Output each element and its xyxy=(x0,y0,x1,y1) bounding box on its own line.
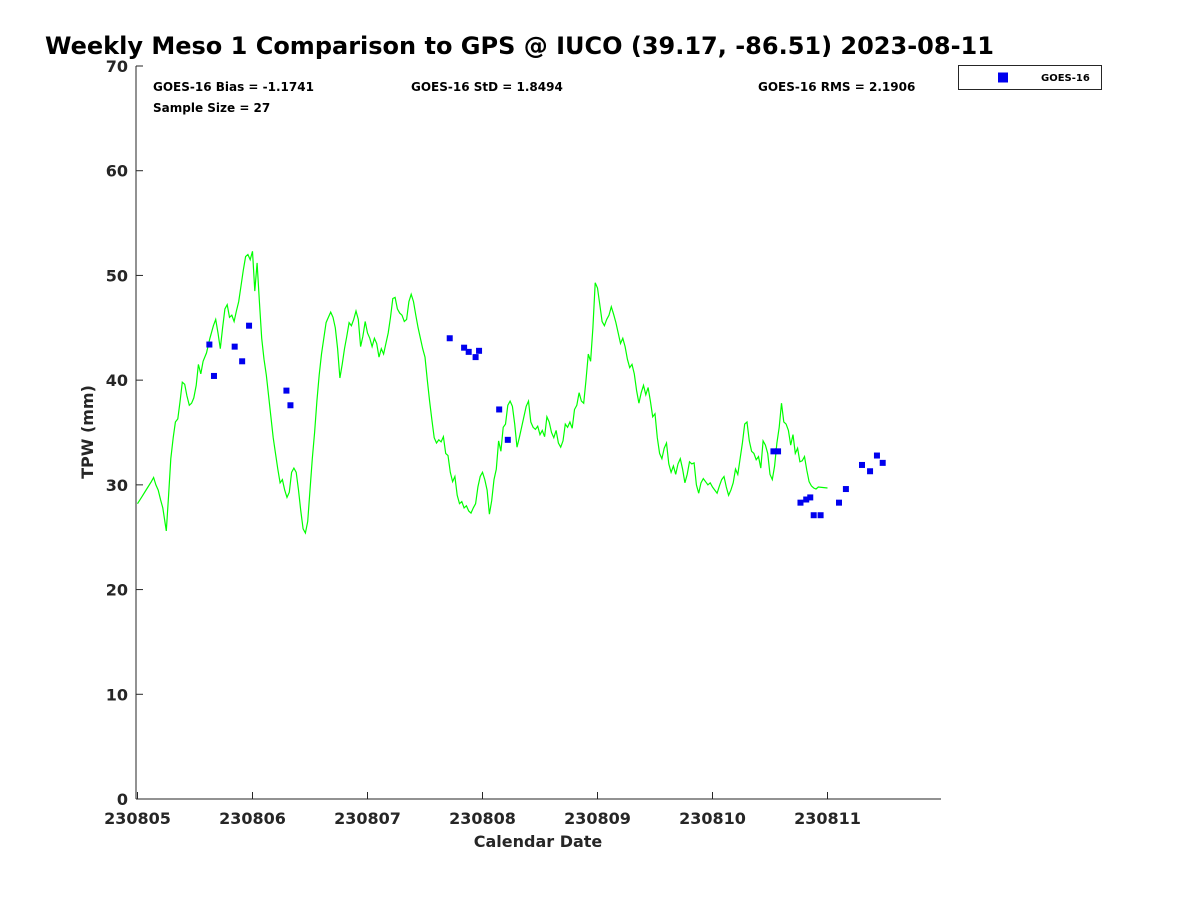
y-tick-label: 60 xyxy=(106,162,128,181)
y-axis-label: TPW (mm) xyxy=(78,385,97,479)
goes-data-point xyxy=(461,344,468,351)
y-tick-label: 40 xyxy=(106,371,128,390)
goes-data-point xyxy=(231,343,238,350)
goes-data-point xyxy=(859,461,865,468)
x-tick-label: 230805 xyxy=(104,809,171,828)
chart-title: Weekly Meso 1 Comparison to GPS @ IUCO (… xyxy=(45,32,994,60)
y-tick-label: 70 xyxy=(106,57,128,76)
goes-data-point xyxy=(476,347,483,354)
goes-data-point xyxy=(446,335,453,342)
legend-label-goes: GOES-16 xyxy=(1041,73,1090,84)
x-axis-label: Calendar Date xyxy=(474,832,603,851)
goes-data-point xyxy=(504,436,511,443)
goes-data-point xyxy=(239,358,246,365)
legend: GOES-16 xyxy=(958,65,1102,90)
x-tick-label: 230807 xyxy=(334,809,401,828)
goes-data-point xyxy=(496,406,503,413)
goes-data-point xyxy=(807,494,814,501)
legend-marker-goes xyxy=(998,72,1008,83)
goes-data-point xyxy=(775,448,782,455)
x-tick-label: 230811 xyxy=(794,809,861,828)
x-tick-label: 230809 xyxy=(564,809,631,828)
goes-data-point xyxy=(472,354,479,361)
gps-tpw-line xyxy=(136,251,828,535)
y-tick-label: 10 xyxy=(106,685,128,704)
goes-data-point xyxy=(867,468,874,475)
goes-data-point xyxy=(842,486,849,493)
gps-line-layer xyxy=(136,251,828,535)
goes-data-point xyxy=(465,348,472,355)
y-tick-label: 30 xyxy=(106,476,128,495)
goes-data-point xyxy=(810,512,817,519)
goes-data-point xyxy=(770,448,777,455)
legend-box xyxy=(958,65,1102,90)
goes-data-point xyxy=(283,387,290,394)
goes-data-point xyxy=(879,459,886,466)
std-stat: GOES-16 StD = 1.8494 xyxy=(411,80,563,94)
sample-size-stat: Sample Size = 27 xyxy=(153,101,270,115)
y-axis-ticks: 0 10 20 30 40 50 60 70 xyxy=(106,57,143,809)
plot-area xyxy=(136,66,941,799)
goes-data-point xyxy=(797,499,804,506)
goes-data-point xyxy=(803,496,810,503)
goes-data-point xyxy=(210,372,217,379)
goes-data-point xyxy=(246,322,253,329)
bias-stat: GOES-16 Bias = -1.1741 xyxy=(153,80,314,94)
y-tick-label: 50 xyxy=(106,266,128,285)
goes-data-point xyxy=(206,341,213,348)
y-tick-label: 20 xyxy=(106,581,128,600)
x-tick-label: 230810 xyxy=(679,809,746,828)
x-axis-ticks: 230805 230806 230807 230808 230809 230810 2308… xyxy=(104,792,861,828)
goes-data-point xyxy=(873,452,880,459)
rms-stat: GOES-16 RMS = 2.1906 xyxy=(758,80,915,94)
goes-points-layer xyxy=(206,322,886,519)
x-tick-label: 230806 xyxy=(219,809,286,828)
x-tick-label: 230808 xyxy=(449,809,516,828)
goes-data-point xyxy=(836,499,842,506)
y-tick-label: 0 xyxy=(117,790,128,809)
goes-data-point xyxy=(817,512,824,519)
goes-data-point xyxy=(287,402,294,409)
